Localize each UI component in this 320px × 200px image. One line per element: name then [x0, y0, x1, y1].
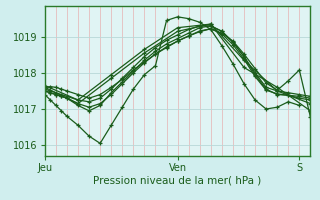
X-axis label: Pression niveau de la mer( hPa ): Pression niveau de la mer( hPa ) [93, 176, 262, 186]
